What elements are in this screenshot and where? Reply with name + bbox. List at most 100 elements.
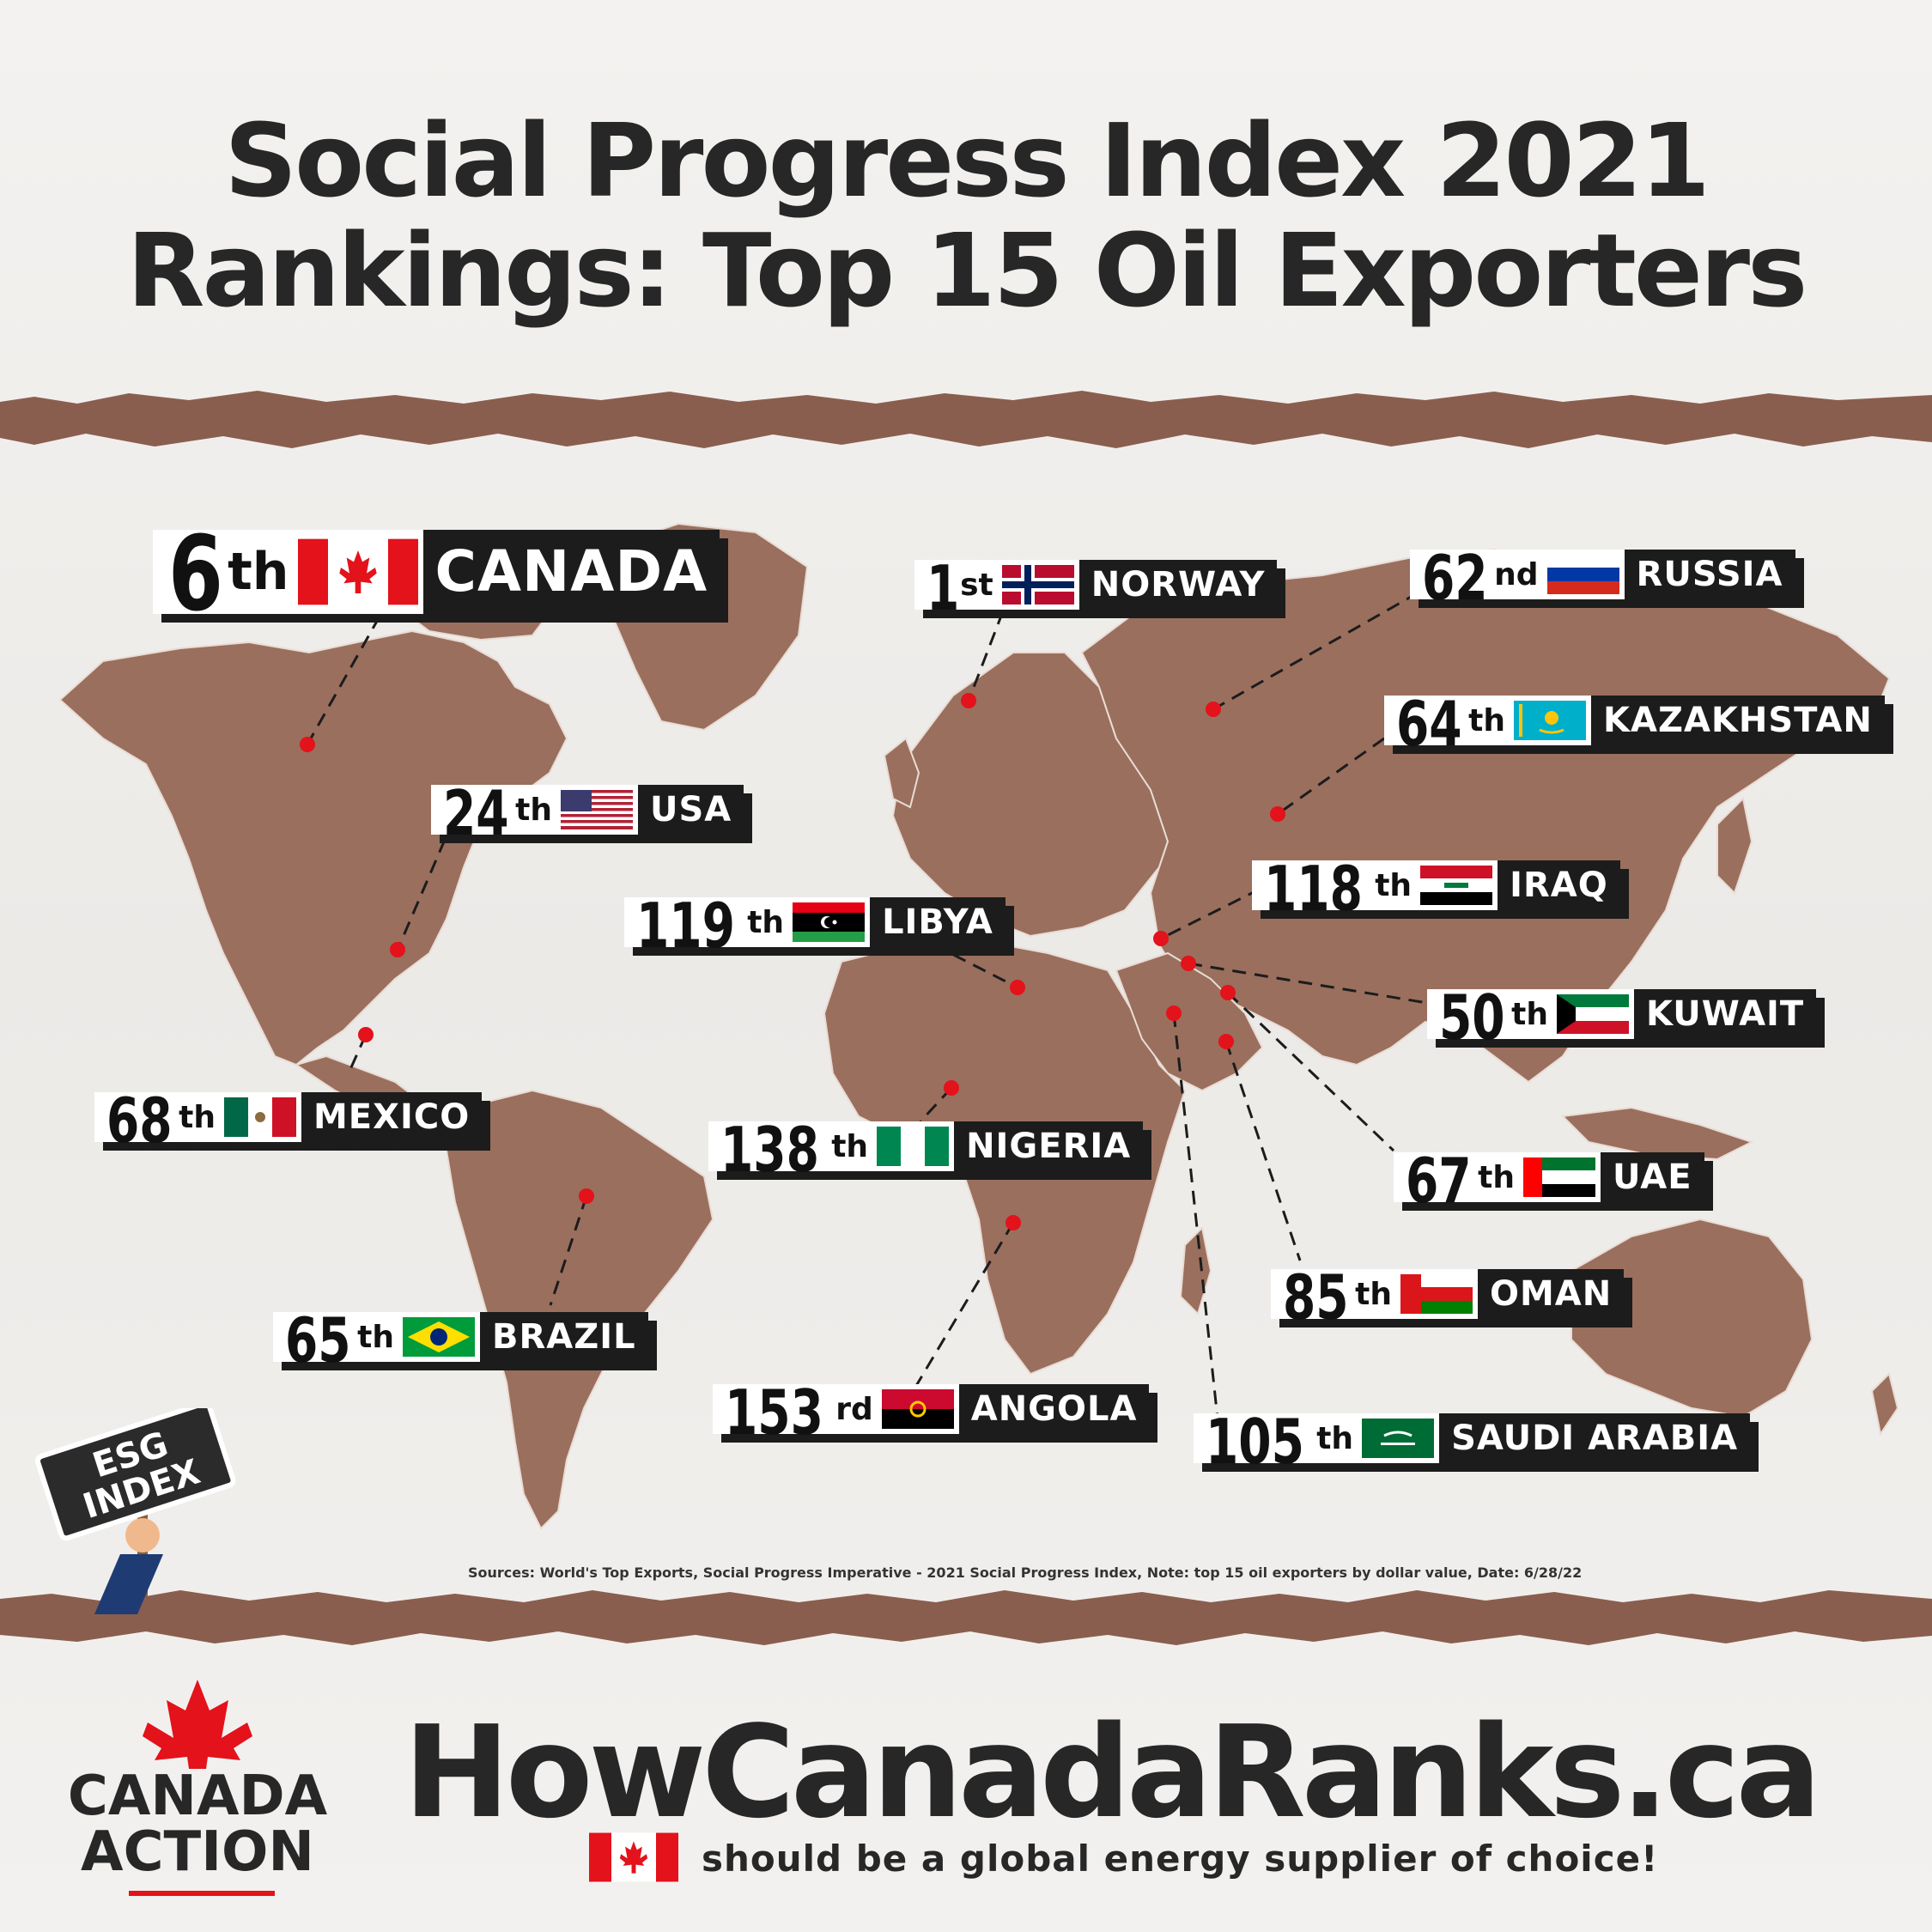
country-name-canada: CANADA [422, 530, 720, 614]
north-america-landmass [58, 629, 568, 1066]
usa-flag-icon [561, 790, 633, 829]
rank-suffix-saudi-arabia: th [1316, 1420, 1354, 1456]
rank-mexico: 68 [106, 1084, 173, 1157]
label-iraq: 118 th IRAQ [1252, 858, 1620, 920]
label-uae: 67 th UAE [1394, 1150, 1704, 1212]
rank-brazil: 65 [285, 1304, 351, 1376]
rank-suffix-nigeria: th [831, 1128, 869, 1164]
mexico-flag-icon [224, 1097, 296, 1137]
country-name-norway: NORWAY [1078, 560, 1278, 610]
marker-mexico [358, 1027, 374, 1042]
website-url[interactable]: HowCanadaRanks.ca [404, 1698, 1821, 1846]
marker-nigeria [944, 1080, 959, 1096]
rank-suffix-iraq: th [1375, 867, 1413, 903]
tagline: should be a global energy supplier of ch… [702, 1838, 1659, 1880]
country-name-mexico: MEXICO [301, 1092, 483, 1142]
nigeria-flag-icon [877, 1127, 949, 1166]
title-line-2: Rankings: Top 15 Oil Exporters [126, 211, 1808, 330]
rank-suffix-norway: st [960, 567, 993, 603]
leader-line-libya [933, 943, 1018, 989]
australia-landmass [1571, 1218, 1814, 1419]
marker-kuwait [1181, 956, 1196, 971]
canada-flag-icon [298, 538, 418, 606]
label-saudi-arabia: 105 th SAUDI ARABIA [1194, 1411, 1751, 1473]
rank-libya: 119 [636, 890, 735, 962]
country-name-brazil: BRAZIL [479, 1312, 648, 1362]
esg-index-sign: ESG INDEX [35, 1408, 236, 1614]
south-america-landmass [445, 1089, 714, 1530]
leader-line-canada [306, 616, 381, 745]
japan-landmass [1716, 796, 1753, 895]
country-name-kuwait: KUWAIT [1633, 989, 1817, 1039]
country-name-libya: LIBYA [870, 897, 1005, 947]
label-canada: 6 th CANADA [153, 524, 720, 627]
norway-flag-icon [1002, 565, 1074, 605]
label-oman: 85 th OMAN [1271, 1267, 1625, 1328]
rank-saudi-arabia: 105 [1206, 1406, 1304, 1478]
canada-action-logo: CANADA ACTION [34, 1674, 361, 1906]
marker-norway [961, 693, 976, 708]
country-name-kazakhstan: KAZAKHSTAN [1590, 696, 1885, 745]
rank-suffix-uae: th [1478, 1159, 1515, 1195]
label-kazakhstan: 64 th KAZAKHSTAN [1384, 693, 1885, 755]
canada-flag-icon [589, 1832, 678, 1883]
sleeve-icon [94, 1554, 163, 1614]
rank-suffix-kazakhstan: th [1468, 702, 1505, 738]
rank-canada: 6 [168, 515, 223, 635]
kazakhstan-flag-icon [1514, 701, 1586, 740]
kuwait-flag-icon [1557, 994, 1629, 1034]
rank-suffix-oman: th [1355, 1276, 1392, 1312]
leader-line-kuwait [1188, 962, 1428, 1005]
southeast-asia-islands-landmass [1560, 1106, 1754, 1161]
rank-uae: 67 [1406, 1145, 1472, 1217]
label-brazil: 65 th BRAZIL [273, 1309, 648, 1371]
rank-suffix-angola: rd [835, 1391, 873, 1427]
label-mexico: 68 th MEXICO [94, 1090, 483, 1151]
rank-russia: 62 [1422, 542, 1488, 614]
country-name-usa: USA [637, 785, 744, 835]
title-line-1: Social Progress Index 2021 [224, 101, 1710, 220]
angola-flag-icon [882, 1389, 954, 1429]
marker-libya [1010, 980, 1025, 995]
leader-line-russia [1212, 591, 1419, 711]
leader-line-brazil [549, 1195, 588, 1306]
label-angola: 153 rd ANGOLA [713, 1382, 1150, 1443]
rank-angola: 153 [725, 1376, 823, 1449]
leader-line-saudi-arabia [1172, 1012, 1219, 1419]
rank-suffix-brazil: th [357, 1319, 394, 1355]
libya-flag-icon [793, 902, 865, 942]
marker-russia [1206, 702, 1221, 717]
leader-line-oman [1224, 1041, 1302, 1261]
label-libya: 119 th LIBYA [624, 895, 1005, 957]
rank-suffix-canada: th [228, 542, 289, 602]
marker-angola [1005, 1215, 1021, 1230]
sources-note: Sources: World's Top Exports, Social Pro… [468, 1564, 1583, 1581]
marker-kazakhstan [1270, 806, 1285, 822]
rank-norway: 1 [927, 552, 960, 624]
marker-saudi-arabia [1166, 1005, 1182, 1021]
oman-flag-icon [1400, 1274, 1473, 1314]
marker-oman [1218, 1034, 1234, 1049]
maple-leaf-icon [143, 1680, 252, 1769]
brazil-flag-icon [403, 1317, 475, 1357]
country-name-uae: UAE [1600, 1152, 1704, 1202]
label-usa: 24 th USA [431, 782, 744, 844]
rank-iraq: 118 [1264, 853, 1363, 925]
saudi-arabia-flag-icon [1362, 1419, 1434, 1458]
marker-brazil [579, 1188, 594, 1204]
country-name-nigeria: NIGERIA [954, 1121, 1144, 1171]
uk-landmass [883, 737, 920, 809]
uae-flag-icon [1523, 1157, 1595, 1197]
marker-uae [1220, 985, 1236, 1000]
logo-text-line-1: CANADA [67, 1765, 328, 1828]
label-norway: 1 st NORWAY [914, 557, 1278, 619]
marker-canada [300, 737, 315, 752]
iraq-flag-icon [1420, 866, 1492, 905]
country-name-oman: OMAN [1477, 1269, 1625, 1319]
rank-suffix-libya: th [747, 904, 785, 940]
country-name-russia: RUSSIA [1624, 550, 1795, 599]
marker-usa [390, 942, 405, 957]
madagascar-landmass [1179, 1225, 1212, 1315]
